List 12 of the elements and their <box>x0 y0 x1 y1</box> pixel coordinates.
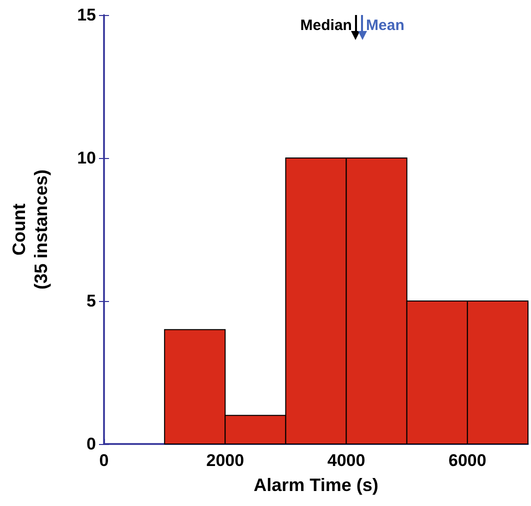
x-axis-title: Alarm Time (s) <box>254 474 378 495</box>
y-tick-label: 10 <box>77 148 96 168</box>
x-tick-label: 2000 <box>206 451 244 470</box>
ref-line-label: Median <box>300 17 352 34</box>
y-tick-label: 15 <box>77 6 96 24</box>
y-tick-label: 0 <box>86 434 96 454</box>
x-tick-label: 4000 <box>327 451 366 470</box>
y-axis-title: Count (35 instances) <box>9 169 51 290</box>
x-tick-label: 6000 <box>448 451 486 470</box>
y-tick-label: 5 <box>86 292 96 310</box>
x-tick-label: 0 <box>99 451 109 470</box>
ref-line-label: Mean <box>366 17 404 34</box>
